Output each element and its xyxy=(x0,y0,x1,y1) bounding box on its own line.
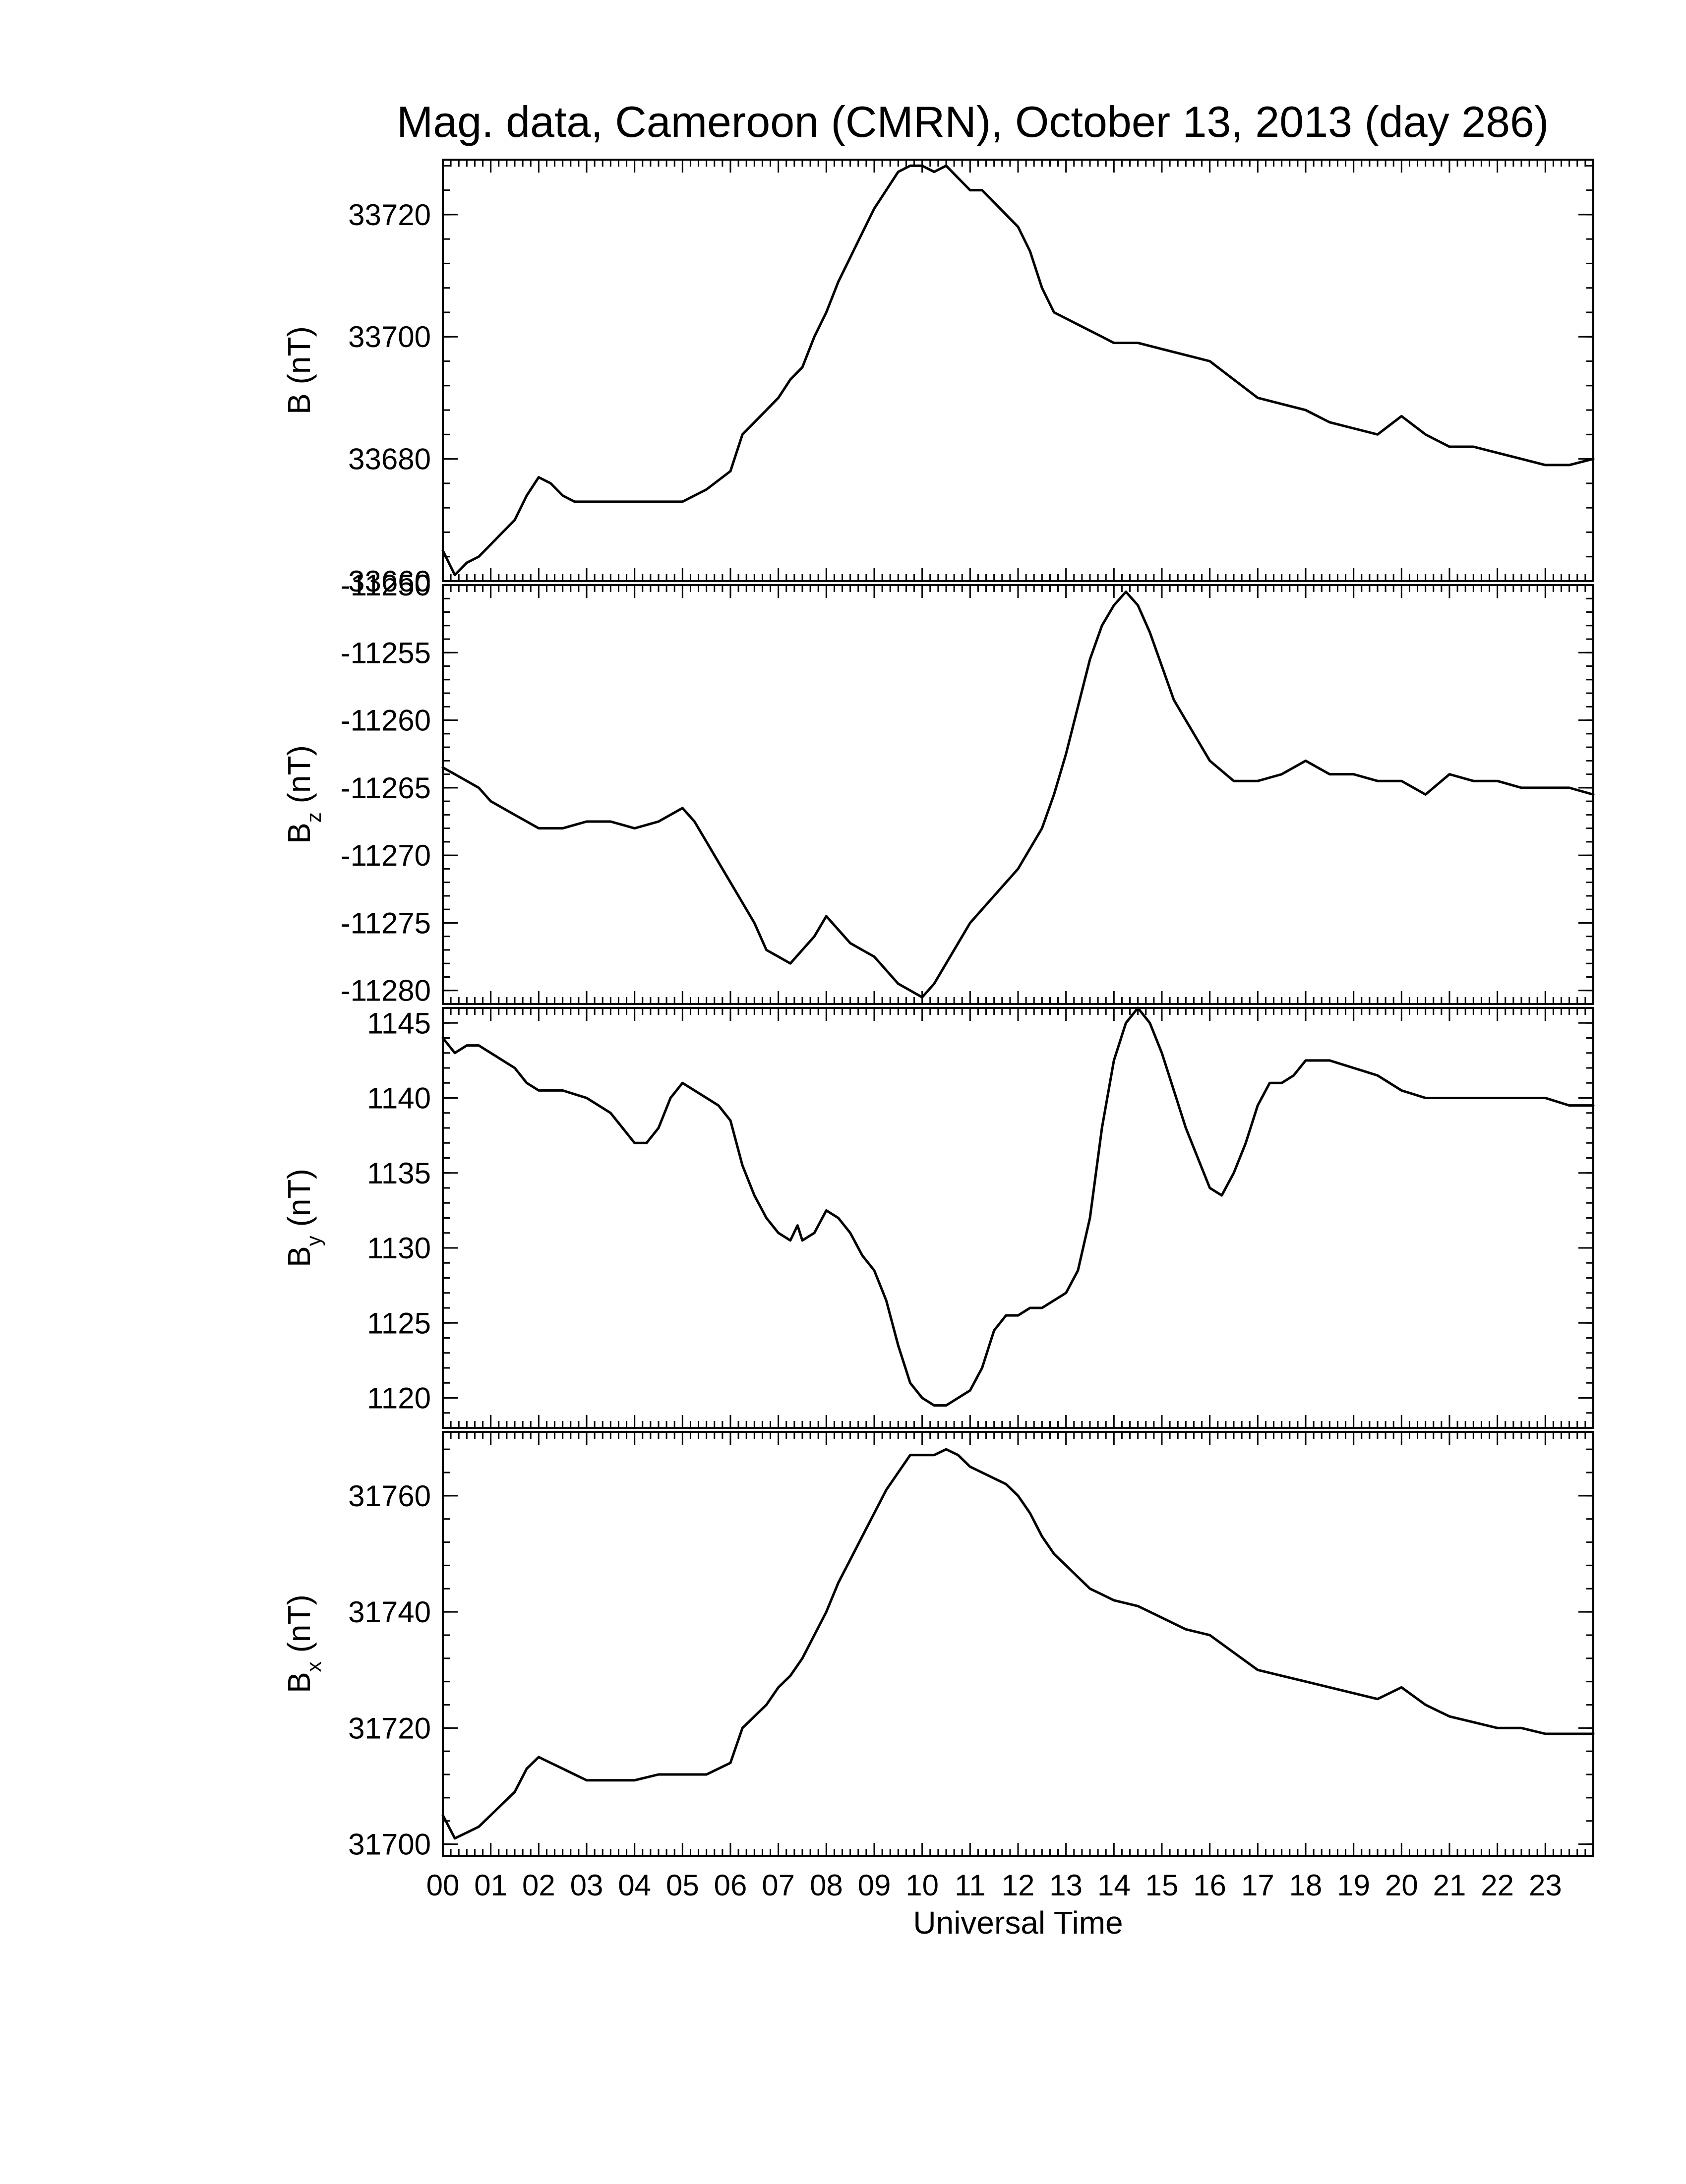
panel-Bz: -11280 -11275 -11270 -11265 -11260 -11255 -112… xyxy=(281,569,1595,1007)
y-tick-label-B: 33680 xyxy=(348,443,431,476)
y-tick-label-B: 33700 xyxy=(348,320,431,354)
x-tick-label: 08 xyxy=(810,1869,843,1902)
x-tick-label: 18 xyxy=(1289,1869,1323,1902)
chart-title: Mag. data, Cameroon (CMRN), October 13, … xyxy=(397,97,1549,146)
series-line-B xyxy=(441,164,1595,577)
x-tick-label: 15 xyxy=(1145,1869,1179,1902)
series-line-Bx xyxy=(441,1448,1595,1840)
y-tick-label-B: 33660 xyxy=(348,565,431,598)
x-tick-label: 17 xyxy=(1241,1869,1274,1902)
y-tick-label-By: 1140 xyxy=(367,1082,431,1115)
y-tick-label-Bz: -11250 xyxy=(341,569,431,602)
y-tick-label-Bx: 31760 xyxy=(348,1479,431,1513)
x-tick-label: 19 xyxy=(1337,1869,1370,1902)
y-tick-label-By: 1120 xyxy=(367,1382,431,1415)
y-tick-label-By: 1130 xyxy=(367,1232,431,1265)
x-axis: 00 01 02 03 04 05 06 07 08 09 10 11 12 13 14 15 16 17 18 19… xyxy=(426,1869,1562,1902)
x-tick-label: 07 xyxy=(762,1869,795,1902)
x-tick-label: 09 xyxy=(858,1869,891,1902)
y-tick-label-Bz: -11280 xyxy=(341,974,431,1007)
panel-frame-B xyxy=(442,159,1594,582)
y-axis-label-Bx: Bx (nT) xyxy=(281,1594,325,1693)
y-tick-label-Bx: 31700 xyxy=(348,1828,431,1861)
panel-frame-By xyxy=(442,1007,1594,1429)
panel-frame-Bz xyxy=(442,584,1594,1005)
series-line-Bz xyxy=(441,590,1595,999)
y-tick-label-B: 33720 xyxy=(348,198,431,232)
y-axis-label-B: B (nT) xyxy=(281,326,317,414)
x-tick-label: 00 xyxy=(426,1869,460,1902)
panel-B: 33660 33680 33700 33720 B (nT) xyxy=(281,159,1595,598)
x-tick-label: 02 xyxy=(522,1869,555,1902)
x-tick-label: 05 xyxy=(666,1869,699,1902)
panel-By: 1120 1125 1130 1135 1140 1145 By (nT) xyxy=(281,1006,1595,1429)
y-axis-label-Bz: Bz (nT) xyxy=(281,745,325,844)
y-tick-label-By: 1135 xyxy=(367,1157,431,1190)
x-tick-label: 21 xyxy=(1433,1869,1466,1902)
x-tick-label: 10 xyxy=(905,1869,939,1902)
y-tick-label-Bz: -11255 xyxy=(341,636,431,669)
y-tick-label-Bz: -11265 xyxy=(341,771,431,805)
y-tick-label-Bx: 31740 xyxy=(348,1595,431,1629)
x-tick-label: 16 xyxy=(1193,1869,1226,1902)
x-tick-label: 23 xyxy=(1529,1869,1562,1902)
x-axis-label: Universal Time xyxy=(913,1905,1123,1941)
x-tick-label: 22 xyxy=(1481,1869,1514,1902)
y-tick-label-Bx: 31720 xyxy=(348,1712,431,1745)
y-tick-label-By: 1125 xyxy=(367,1306,431,1340)
y-tick-label-Bz: -11275 xyxy=(341,906,431,940)
panel-Bx: 31700 31720 31740 31760 Bx (nT) xyxy=(281,1431,1595,1861)
series-line-By xyxy=(441,1006,1595,1407)
y-tick-label-Bz: -11270 xyxy=(341,839,431,872)
x-tick-label: 14 xyxy=(1097,1869,1131,1902)
x-tick-label: 01 xyxy=(474,1869,507,1902)
y-tick-label-By: 1145 xyxy=(367,1006,431,1040)
x-tick-label: 06 xyxy=(714,1869,747,1902)
x-tick-label: 11 xyxy=(955,1869,985,1902)
x-tick-label: 12 xyxy=(1002,1869,1035,1902)
x-tick-label: 13 xyxy=(1049,1869,1083,1902)
x-tick-label: 03 xyxy=(570,1869,603,1902)
y-tick-label-Bz: -11260 xyxy=(341,704,431,737)
y-axis-label-By: By (nT) xyxy=(281,1169,325,1267)
x-tick-label: 20 xyxy=(1385,1869,1418,1902)
x-tick-label: 04 xyxy=(618,1869,651,1902)
